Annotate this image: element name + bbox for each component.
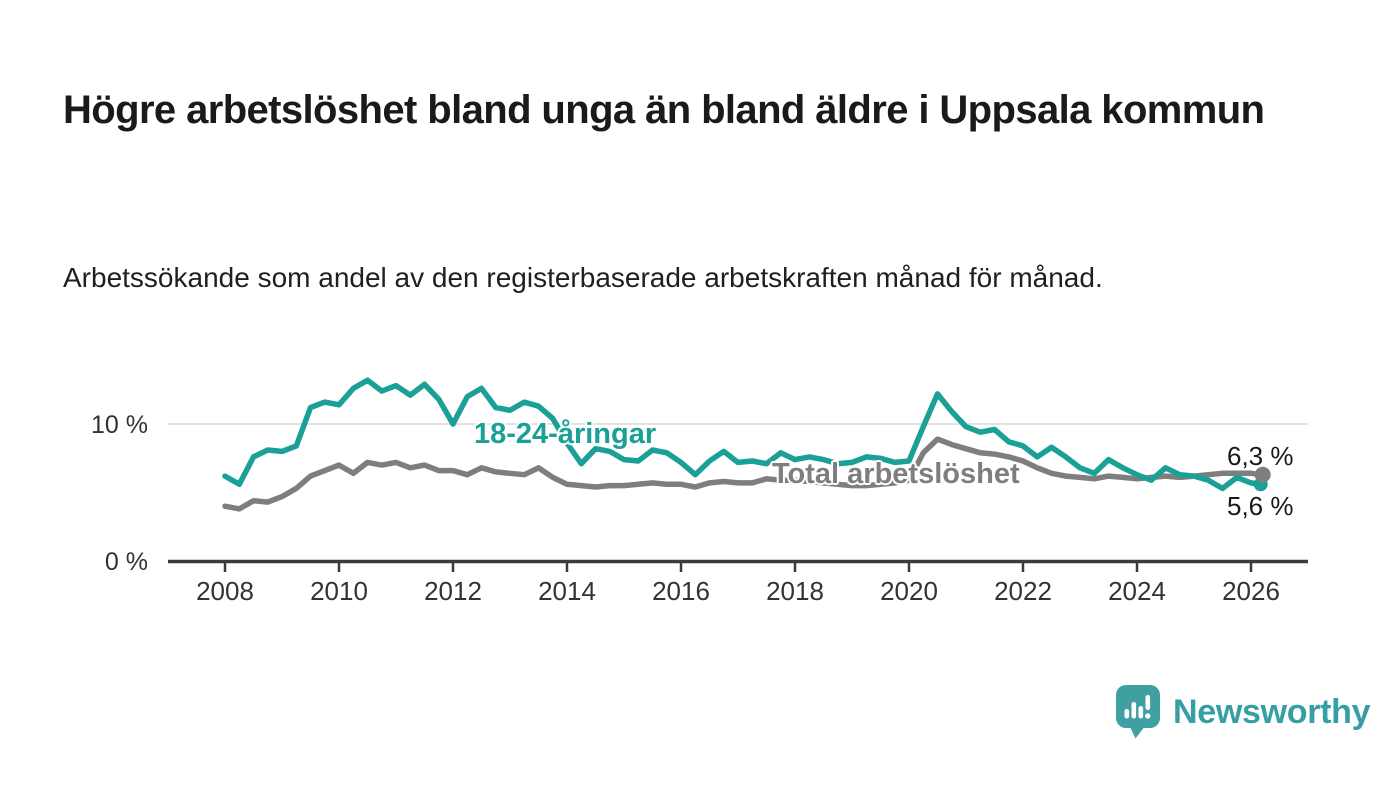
x-tick-label-2012: 2012 <box>424 576 482 606</box>
series-label-young: 18-24-åringar <box>474 418 657 450</box>
brand-name: Newsworthy <box>1173 692 1371 731</box>
newsworthy-logo-icon <box>1116 685 1160 739</box>
x-tick-label-2022: 2022 <box>994 576 1052 606</box>
x-tick-label-2016: 2016 <box>652 576 710 606</box>
y-axis-label-10: 10 % <box>91 411 148 439</box>
x-tick-label-2010: 2010 <box>310 576 368 606</box>
x-tick-label-2024: 2024 <box>1108 576 1166 606</box>
y-axis-label-0: 0 % <box>104 548 148 576</box>
series-label-total: Total arbetslöshet <box>772 458 1020 490</box>
newsworthy-logo: Newsworthy <box>1116 685 1371 739</box>
x-tick-label-2026: 2026 <box>1222 576 1280 606</box>
page-subtitle: Arbetssökande som andel av den registerb… <box>63 262 1103 293</box>
end-value-young: 5,6 % <box>1227 491 1294 521</box>
x-tick-label-2008: 2008 <box>196 576 254 606</box>
page-title: Högre arbetslöshet bland unga än bland ä… <box>63 87 1265 132</box>
x-tick-label-2014: 2014 <box>538 576 596 606</box>
x-tick-label-2020: 2020 <box>880 576 938 606</box>
end-value-total: 6,3 % <box>1227 441 1294 471</box>
x-tick-label-2018: 2018 <box>766 576 824 606</box>
